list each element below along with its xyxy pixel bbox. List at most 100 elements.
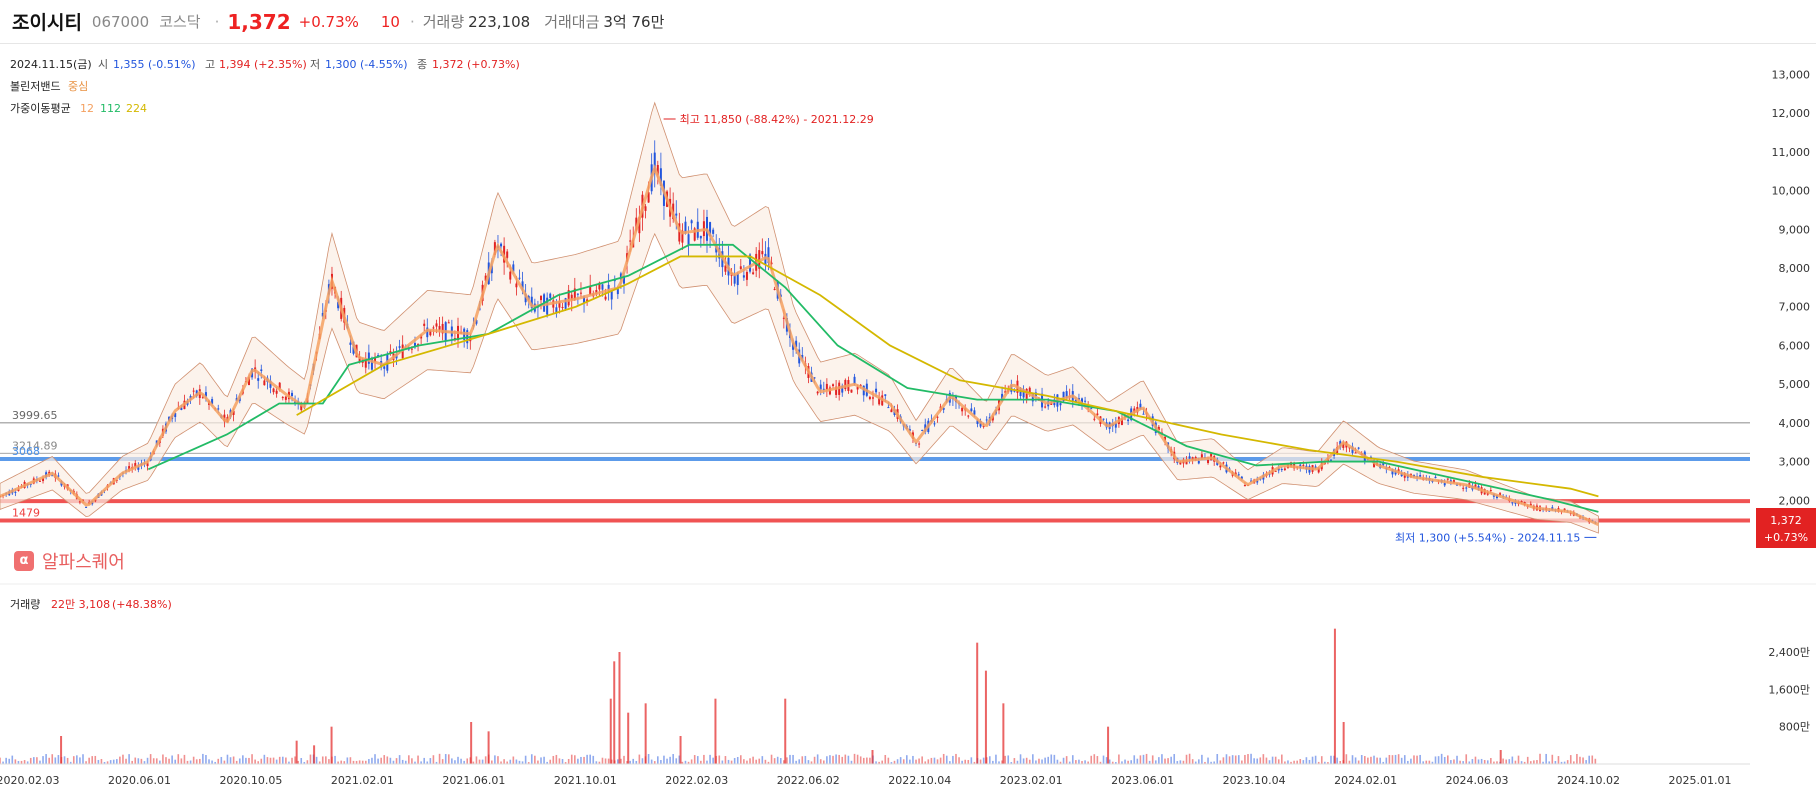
volume-bar xyxy=(1548,761,1551,764)
stock-name[interactable]: 조이시티 xyxy=(12,12,82,34)
volume-bar xyxy=(1502,758,1504,764)
volume-bar xyxy=(1056,759,1059,764)
volume-bar xyxy=(927,759,930,764)
volume-bar xyxy=(1142,754,1145,764)
alphasquare-logo: α 알파스퀘어 xyxy=(14,548,125,574)
volume-bar xyxy=(982,757,985,764)
bb-label[interactable]: 볼린저밴드 xyxy=(10,80,61,93)
candle-body xyxy=(908,429,911,431)
volume-bar xyxy=(1019,754,1022,764)
volume-bar xyxy=(463,760,465,764)
volume-bar xyxy=(887,757,890,764)
candle-body xyxy=(1354,452,1357,454)
candle-body xyxy=(991,416,994,421)
volume-bar xyxy=(2,761,4,764)
volume-bar xyxy=(223,760,226,764)
volume-bar xyxy=(1360,755,1363,764)
volume-bar xyxy=(306,760,309,764)
candle-body xyxy=(573,288,576,300)
volume-bar xyxy=(199,758,201,764)
candle-body xyxy=(1207,460,1210,464)
volume-bar xyxy=(0,757,1,764)
candle-body xyxy=(1462,487,1465,489)
volume-bar xyxy=(159,760,161,764)
volume-bar xyxy=(740,755,742,764)
amount-value: 3억 76만 xyxy=(603,13,665,31)
volume-bar xyxy=(192,756,195,764)
candle-body xyxy=(1197,461,1200,464)
volume-bar xyxy=(472,761,475,764)
candle-body xyxy=(921,430,924,432)
volume-bar xyxy=(1268,760,1271,764)
volume-bar xyxy=(574,755,576,764)
candle-body xyxy=(610,291,613,300)
candle-body xyxy=(739,266,742,270)
volume-bar xyxy=(537,760,539,764)
candle-body xyxy=(1443,482,1446,486)
volume-bar xyxy=(826,756,828,764)
volume-spike xyxy=(60,736,63,764)
volume-bar xyxy=(475,756,478,764)
volume-bar xyxy=(952,755,954,764)
volume-bar xyxy=(226,754,229,764)
volume-spike xyxy=(644,703,647,764)
candle-body xyxy=(263,380,266,386)
volume-bar xyxy=(1573,761,1575,764)
wma-label[interactable]: 가중이동평균 xyxy=(10,102,71,115)
x-tick-label: 2023.02.01 xyxy=(1000,774,1063,787)
volume-bar xyxy=(884,754,887,764)
price-chart[interactable]: 2024.11.15(금) 시 1,355 (-0.51%) 고 1,394 (… xyxy=(0,44,1816,795)
volume-bar xyxy=(128,754,130,764)
volume-bar xyxy=(580,756,582,764)
candle-body xyxy=(447,322,450,324)
last-price: 1,372 xyxy=(1770,514,1802,527)
volume-bar xyxy=(238,758,241,764)
volume-bar xyxy=(570,754,573,764)
candle-body xyxy=(745,271,748,280)
volume-bar xyxy=(1520,761,1523,764)
volume-bar xyxy=(540,757,542,764)
volume-bar xyxy=(749,758,751,764)
volume-bar xyxy=(137,758,140,764)
volume-bar xyxy=(1256,758,1259,764)
volume-bar xyxy=(1505,759,1508,764)
volume-bar xyxy=(961,760,963,764)
volume-bar xyxy=(1290,761,1292,764)
volume-bar xyxy=(1191,759,1194,764)
volume-bar xyxy=(807,760,810,764)
volume-bar xyxy=(94,755,97,764)
candle-body xyxy=(1317,468,1320,473)
candle-body xyxy=(792,342,795,350)
volume-bar xyxy=(949,761,951,764)
candle-body xyxy=(1093,418,1096,420)
volume-bar xyxy=(97,759,100,764)
volume-bar xyxy=(1480,758,1483,764)
volume-bar xyxy=(589,754,591,764)
volume-bar xyxy=(973,761,976,764)
volume-bar xyxy=(1130,760,1132,764)
volume-bar xyxy=(386,756,389,764)
volume-bar xyxy=(162,754,164,764)
volume-bar xyxy=(789,754,791,764)
candle-body xyxy=(733,274,736,284)
level-label: 3068 xyxy=(12,445,40,458)
volume-bar xyxy=(1588,755,1590,764)
candle-body xyxy=(1219,465,1222,468)
volume-bar xyxy=(933,757,936,764)
candle-body xyxy=(509,271,512,280)
volume-bar xyxy=(1511,756,1514,764)
volume-bar xyxy=(404,760,407,764)
volume-bar xyxy=(1262,754,1265,764)
volume-bar xyxy=(620,758,622,764)
candle-body xyxy=(675,213,678,216)
volume-bar xyxy=(663,755,665,764)
volume-bar xyxy=(979,759,982,764)
volume-bar xyxy=(832,755,834,764)
volume-spike xyxy=(618,652,621,764)
volume-bar xyxy=(414,761,416,764)
candle-body xyxy=(1302,464,1305,466)
candle-body xyxy=(659,168,662,187)
volume-bar xyxy=(1121,761,1123,764)
volume-bar xyxy=(88,757,90,764)
volume-bar xyxy=(149,754,152,764)
